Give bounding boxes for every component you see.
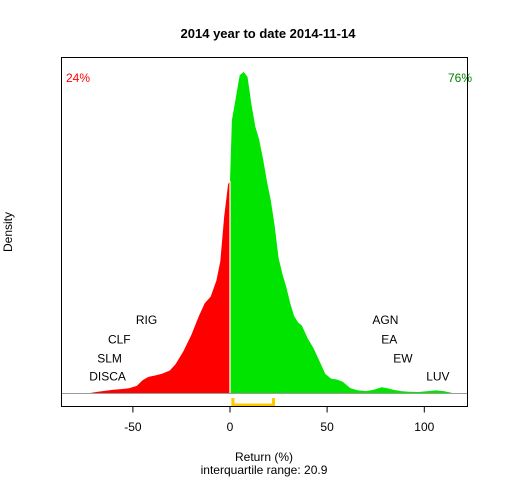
iqr-bracket	[231, 398, 275, 407]
annotation-slm: SLM	[97, 351, 122, 365]
x-tick-label-3: 100	[414, 420, 434, 434]
annotation-agn: AGN	[372, 313, 398, 327]
annotation-rig: RIG	[136, 313, 157, 327]
iqr-subtitle: interquartile range: 20.9	[201, 463, 328, 477]
annotation-ew: EW	[393, 351, 413, 365]
ticker-annotations: RIG CLF SLM DISCA AGN EA EW LUV	[89, 313, 449, 384]
plot-frame	[61, 57, 468, 407]
x-axis-label: Return (%)	[235, 450, 293, 464]
iqr-bracket-line	[231, 398, 275, 407]
negative-share-label: 24%	[66, 71, 90, 85]
x-axis: -50 0 50 100	[124, 406, 435, 434]
chart-title: 2014 year to date 2014-11-14	[181, 26, 357, 41]
x-tick-label-0: -50	[124, 420, 142, 434]
annotation-luv: LUV	[426, 369, 449, 383]
annotation-disca: DISCA	[89, 369, 126, 383]
x-tick-label-2: 50	[320, 420, 334, 434]
y-axis-label: Density	[1, 212, 15, 252]
positive-density-area	[230, 72, 452, 393]
annotation-clf: CLF	[108, 333, 131, 347]
annotation-ea: EA	[381, 333, 397, 347]
negative-density-area	[90, 181, 230, 393]
x-tick-label-1: 0	[227, 420, 234, 434]
positive-share-label: 76%	[448, 71, 472, 85]
